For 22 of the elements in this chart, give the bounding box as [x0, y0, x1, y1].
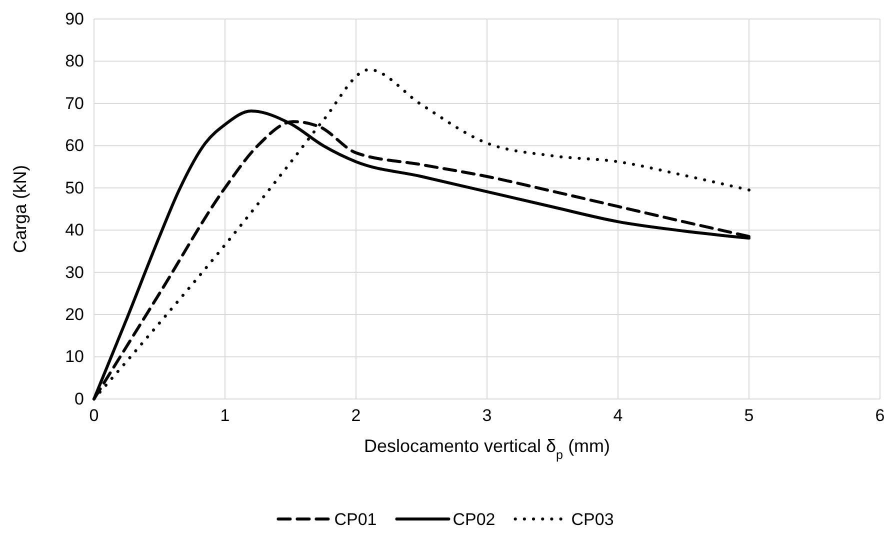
x-tick-label: 1 — [220, 406, 230, 426]
x-tick-label: 5 — [744, 406, 754, 426]
y-tick-label: 90 — [65, 9, 84, 28]
x-tick-label: 3 — [482, 406, 492, 426]
y-tick-label: 0 — [74, 389, 84, 408]
y-tick-label: 80 — [65, 52, 84, 71]
x-tick-label: 0 — [89, 406, 99, 426]
y-tick-label: 50 — [65, 178, 84, 198]
y-tick-label: 70 — [65, 94, 84, 113]
legend-label: CP02 — [452, 510, 496, 529]
y-axis-title: Carga (kN) — [10, 164, 30, 254]
legend-label: CP03 — [571, 510, 614, 529]
y-tick-label: 20 — [65, 304, 84, 324]
x-axis-title: Deslocamento vertical δ$_{p}$ (mm) — [364, 436, 610, 462]
x-tick-label: 4 — [613, 406, 623, 426]
y-tick-label: 30 — [65, 262, 84, 282]
x-tick-label: 6 — [875, 406, 885, 426]
y-tick-label: 60 — [65, 136, 84, 156]
y-tick-label: 40 — [65, 220, 84, 240]
x-tick-label: 2 — [351, 406, 361, 426]
legend-label: CP01 — [334, 510, 377, 529]
y-tick-label: 10 — [65, 347, 84, 366]
